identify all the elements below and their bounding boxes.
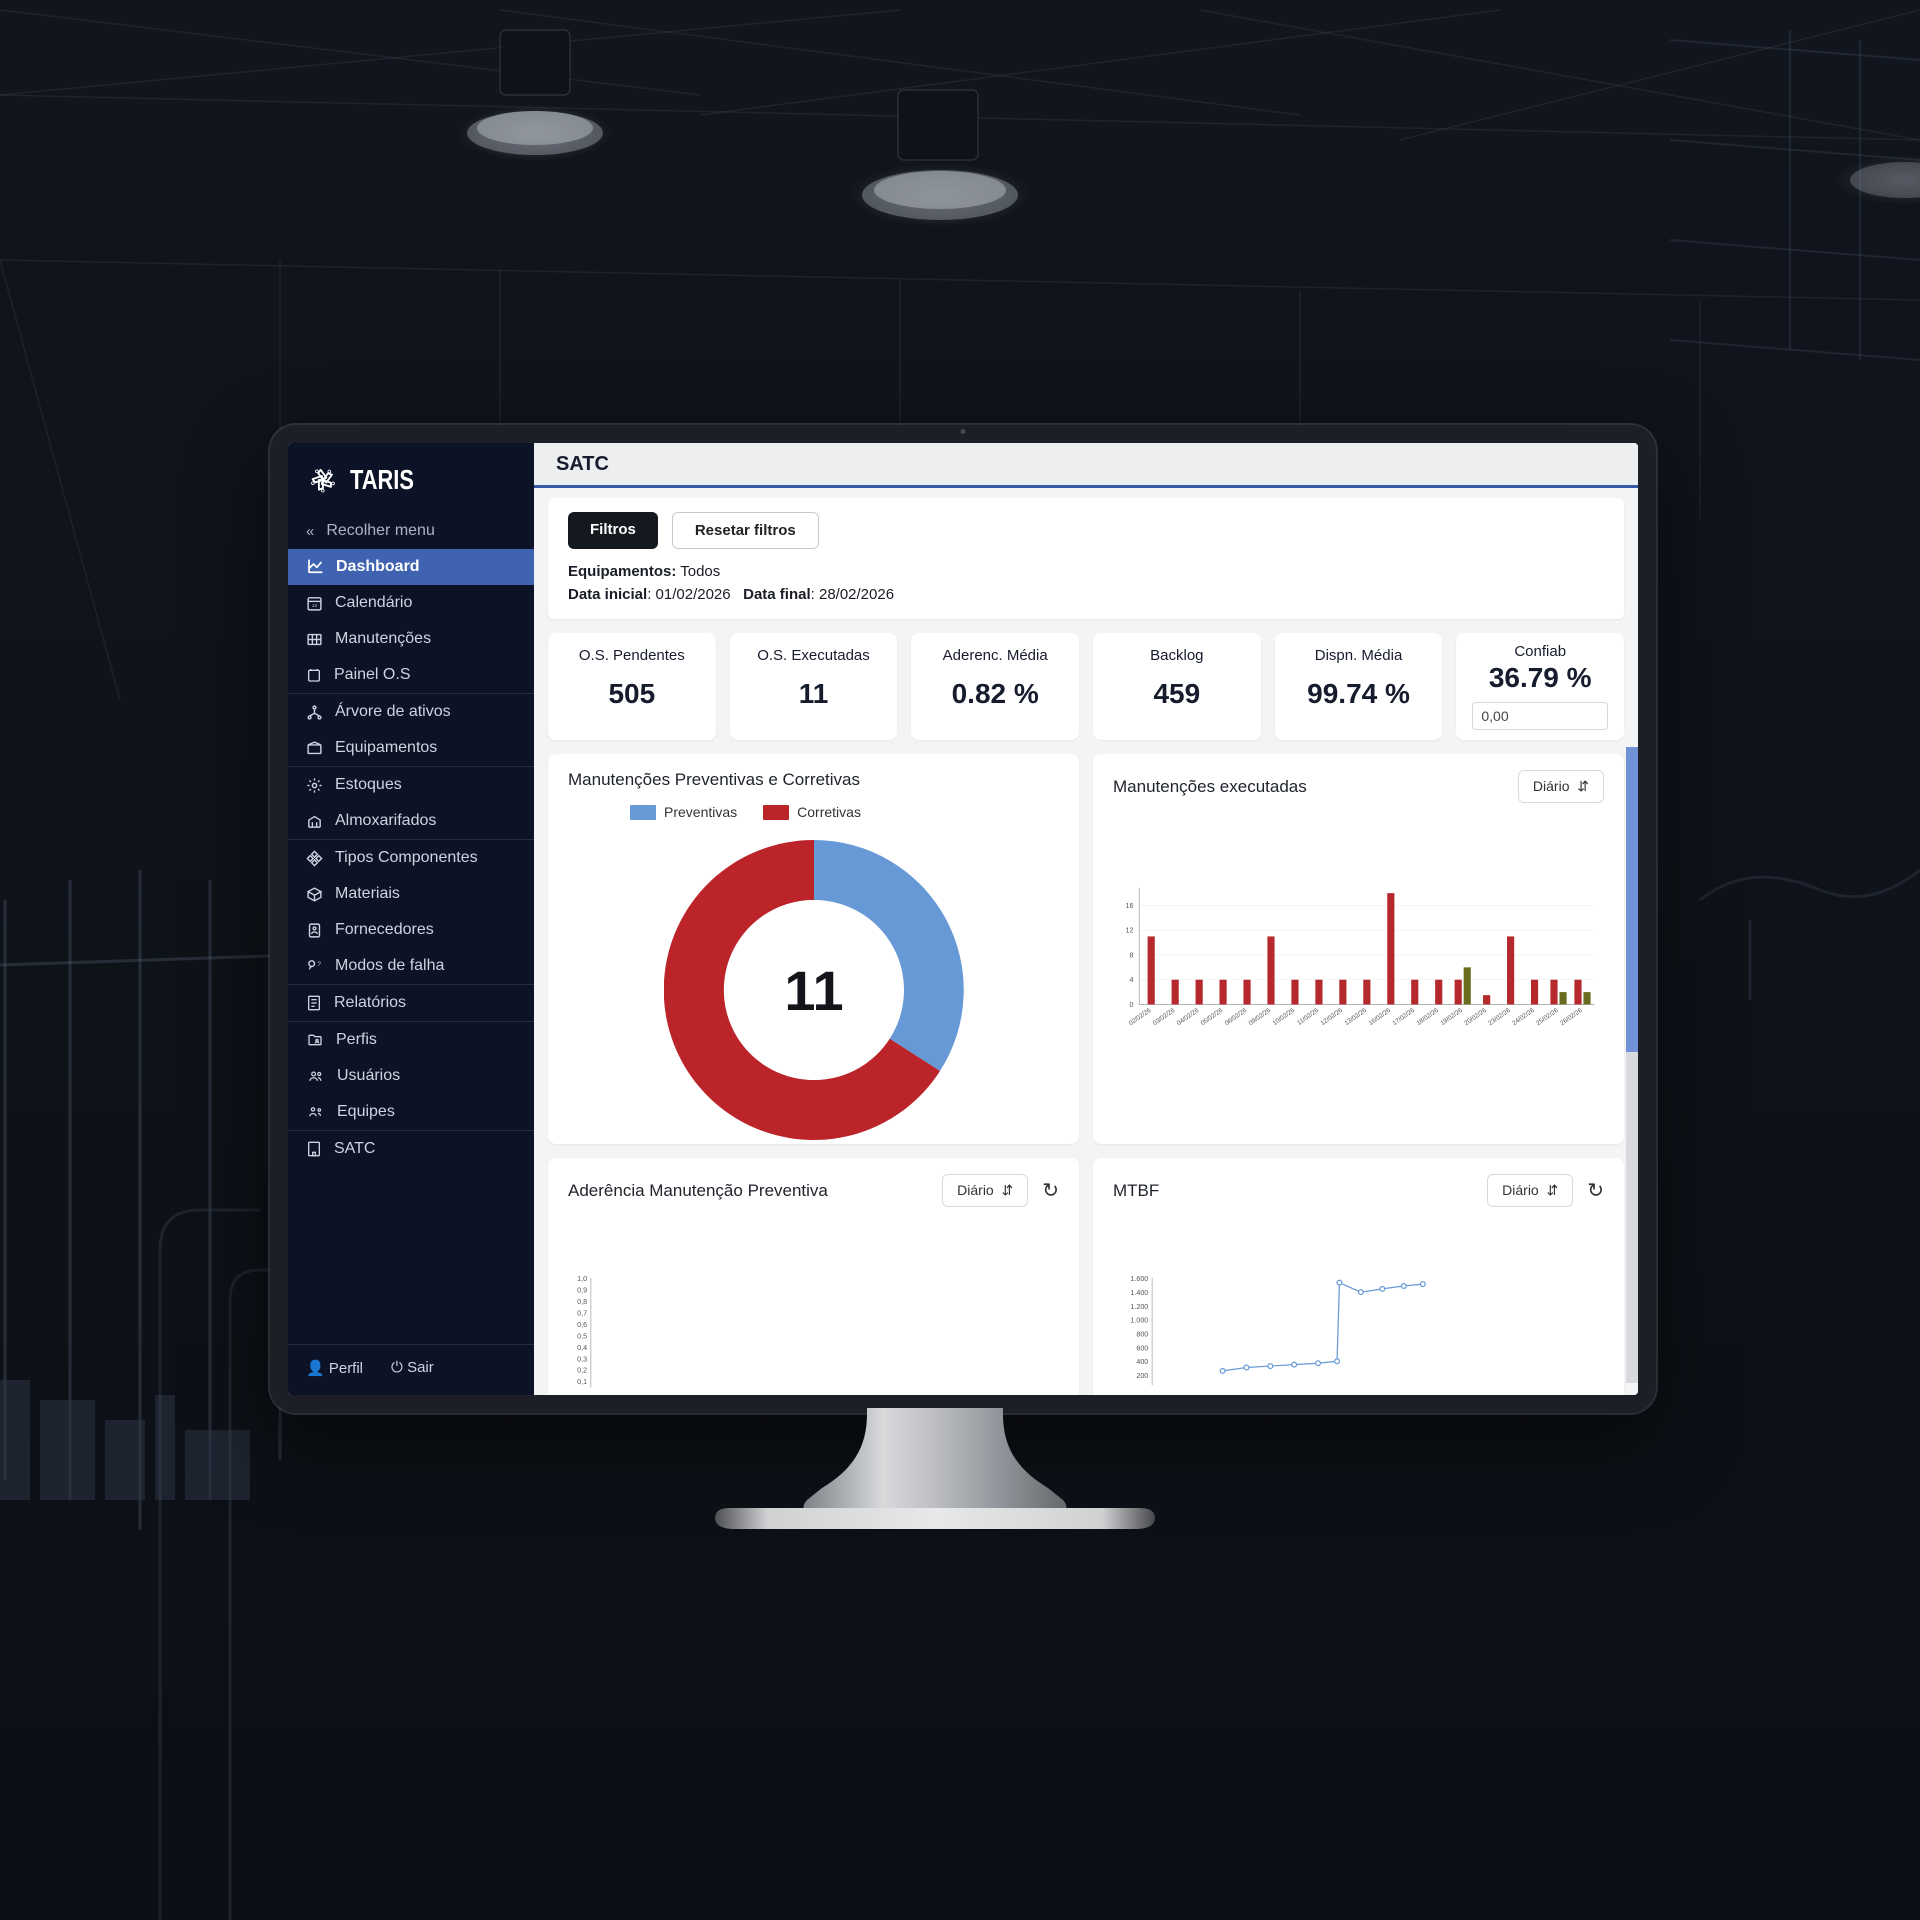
svg-text:24/02/26: 24/02/26: [1511, 1007, 1536, 1027]
svg-text:13/02/26: 13/02/26: [1343, 1007, 1368, 1027]
svg-text:0,1: 0,1: [577, 1378, 587, 1386]
svg-text:11: 11: [784, 959, 843, 1022]
svg-text:19/02/26: 19/02/26: [1439, 1007, 1464, 1027]
svg-text:18/02/26: 18/02/26: [1415, 1007, 1440, 1027]
svg-text:1.600: 1.600: [1130, 1275, 1148, 1283]
svg-text:0,9: 0,9: [577, 1287, 587, 1295]
svg-text:1.400: 1.400: [1130, 1289, 1148, 1297]
svg-text:05/02/26: 05/02/26: [1200, 1007, 1225, 1027]
svg-text:03/02/26: 03/02/26: [1152, 1007, 1177, 1027]
svg-text:0,4: 0,4: [577, 1344, 587, 1352]
svg-text:20/02/26: 20/02/26: [1463, 1007, 1488, 1027]
svg-text:1,0: 1,0: [577, 1275, 587, 1283]
svg-text:16/02/26: 16/02/26: [1367, 1007, 1392, 1027]
svg-text:1.200: 1.200: [1130, 1303, 1148, 1311]
svg-text:10/02/26: 10/02/26: [1272, 1007, 1297, 1027]
svg-text:0,5: 0,5: [577, 1332, 587, 1340]
svg-text:?: ?: [317, 960, 321, 967]
svg-text:23/02/26: 23/02/26: [1487, 1007, 1512, 1027]
svg-text:400: 400: [1136, 1358, 1148, 1366]
svg-text:4: 4: [1130, 976, 1134, 984]
svg-text:0,7: 0,7: [577, 1310, 587, 1318]
svg-text:12/02/26: 12/02/26: [1320, 1007, 1345, 1027]
svg-text:8: 8: [1130, 951, 1134, 959]
svg-text:200: 200: [1136, 1372, 1148, 1380]
svg-text:12: 12: [312, 603, 318, 609]
svg-text:0,6: 0,6: [577, 1321, 587, 1329]
svg-text:0: 0: [1130, 1001, 1134, 1009]
svg-text:0,3: 0,3: [577, 1355, 587, 1363]
svg-text:11/02/26: 11/02/26: [1296, 1007, 1320, 1027]
svg-text:25/02/26: 25/02/26: [1535, 1007, 1560, 1027]
svg-text:800: 800: [1136, 1331, 1148, 1339]
svg-text:04/02/26: 04/02/26: [1176, 1007, 1201, 1027]
svg-text:600: 600: [1136, 1344, 1148, 1352]
svg-text:0,8: 0,8: [577, 1298, 587, 1306]
svg-text:12: 12: [1126, 927, 1134, 935]
svg-text:16: 16: [1126, 902, 1134, 910]
svg-text:0,2: 0,2: [577, 1367, 587, 1375]
svg-text:06/02/26: 06/02/26: [1224, 1007, 1249, 1027]
svg-text:09/02/26: 09/02/26: [1248, 1007, 1273, 1027]
svg-text:17/02/26: 17/02/26: [1391, 1007, 1416, 1027]
svg-text:26/02/26: 26/02/26: [1559, 1007, 1584, 1027]
svg-text:1.000: 1.000: [1130, 1317, 1148, 1325]
svg-text:02/02/26: 02/02/26: [1128, 1007, 1153, 1027]
